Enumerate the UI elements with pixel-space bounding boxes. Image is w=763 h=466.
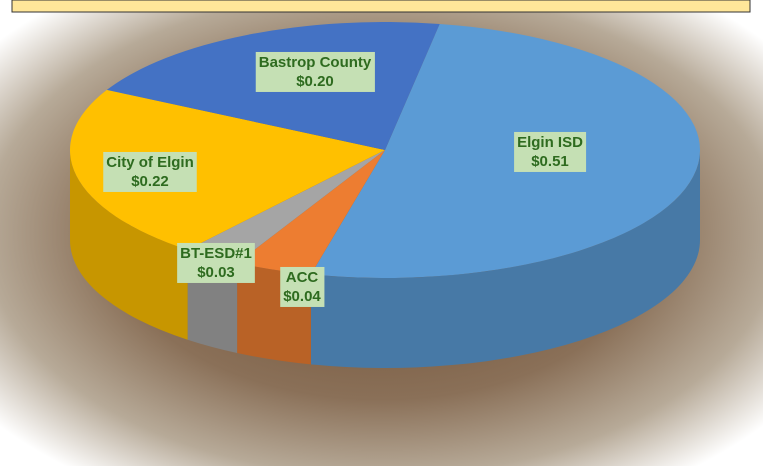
data-label: ACC $0.04 xyxy=(280,266,325,307)
label-value: $0.04 xyxy=(283,288,321,305)
label-value: $0.22 xyxy=(131,173,169,190)
label-value: $0.20 xyxy=(296,73,334,90)
slice-side xyxy=(69,150,188,340)
label-box xyxy=(103,151,197,192)
data-label: Elgin ISD $0.51 xyxy=(514,131,587,172)
slice-side xyxy=(310,150,701,368)
label-box xyxy=(280,266,325,307)
title-strip xyxy=(11,0,751,13)
pie-tops xyxy=(70,21,701,279)
data-label: BT-ESD#1 $0.03 xyxy=(177,242,255,283)
label-box xyxy=(514,131,587,172)
label-value: $0.51 xyxy=(531,153,569,170)
data-label: City of Elgin $0.22 xyxy=(103,151,197,192)
label-name: City of Elgin xyxy=(106,154,194,171)
slice xyxy=(187,150,385,264)
slice xyxy=(70,89,386,250)
label-box xyxy=(177,242,255,283)
label-value: $0.03 xyxy=(197,264,235,281)
data-label: Bastrop County $0.20 xyxy=(255,51,375,92)
label-box xyxy=(255,51,375,92)
slice xyxy=(237,150,385,275)
labels: Elgin ISD $0.51 ACC $0.04 BT-ESD#1 $0.03 City … xyxy=(103,51,587,307)
slice xyxy=(310,23,701,279)
label-name: ACC xyxy=(286,269,319,286)
label-name: BT-ESD#1 xyxy=(180,245,252,262)
label-name: Elgin ISD xyxy=(517,134,583,151)
label-name: Bastrop County xyxy=(259,54,372,71)
